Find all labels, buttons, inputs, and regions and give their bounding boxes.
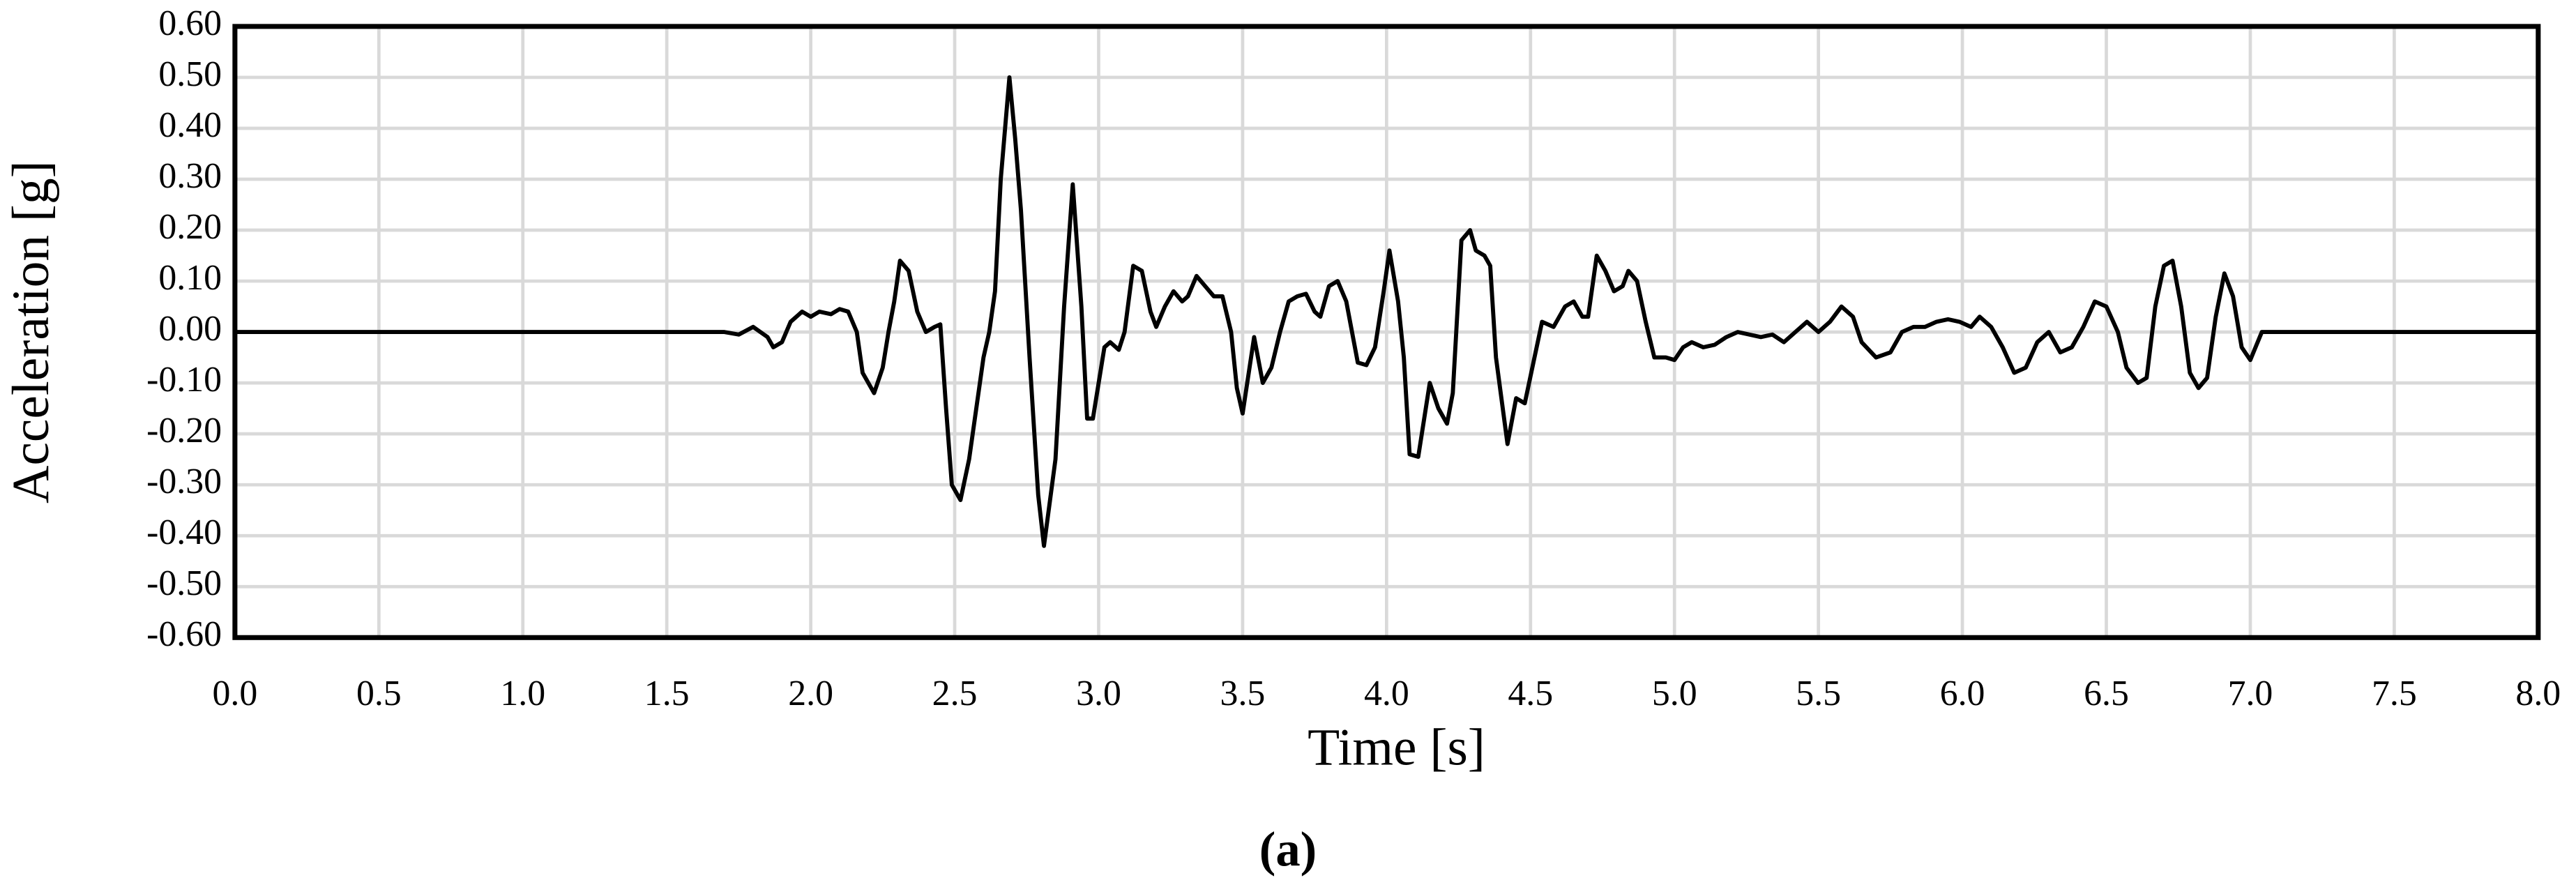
- caption: (a): [1259, 822, 1317, 877]
- x-axis-title: Time [s]: [1308, 718, 1485, 776]
- y-tick-label: 0.10: [158, 258, 222, 298]
- y-tick-label: -0.50: [146, 563, 222, 603]
- x-tick-label: 2.5: [932, 674, 978, 713]
- x-tick-label: 4.5: [1508, 674, 1553, 713]
- x-tick-label: 7.0: [2228, 674, 2273, 713]
- y-tick-label: -0.10: [146, 360, 222, 400]
- x-tick-label: 6.5: [2084, 674, 2129, 713]
- x-tick-label: 8.0: [2515, 674, 2561, 713]
- x-tick-label: 7.5: [2372, 674, 2417, 713]
- y-tick-label: -0.40: [146, 513, 222, 552]
- grid: -0.60 -0.50 -0.40 -0.30 -0.20 -0.10 0.00 0.10 0.…: [146, 3, 2561, 713]
- y-tick-label: -0.30: [146, 462, 222, 501]
- x-tick-label: 6.0: [1940, 674, 1985, 713]
- x-tick-label: 4.0: [1364, 674, 1409, 713]
- y-tick-label: 0.60: [158, 3, 222, 43]
- x-tick-label: 3.0: [1076, 674, 1121, 713]
- x-tick-label: 1.5: [644, 674, 690, 713]
- plot: [232, 24, 2541, 640]
- x-tick-label: 2.0: [788, 674, 833, 713]
- x-tick-label: 0.0: [213, 674, 258, 713]
- x-tick-label: 3.5: [1220, 674, 1266, 713]
- y-tick-label: -0.20: [146, 411, 222, 450]
- y-tick-label: 0.00: [158, 309, 222, 349]
- y-tick-label: 0.20: [158, 207, 222, 247]
- plot-border: [232, 24, 2541, 640]
- y-tick-label: 0.50: [158, 54, 222, 94]
- data-line: [234, 75, 2538, 548]
- x-tick-label: 1.0: [500, 674, 545, 713]
- y-tick-label: 0.30: [158, 156, 222, 196]
- x-tick-label: 0.5: [356, 674, 402, 713]
- x-tick-label: 5.5: [1796, 674, 1841, 713]
- y-tick-label: 0.40: [158, 105, 222, 145]
- x-tick-label: 5.0: [1652, 674, 1697, 713]
- y-tick-label: -0.60: [146, 614, 222, 654]
- y-axis-title: Acceleration [g]: [2, 160, 60, 503]
